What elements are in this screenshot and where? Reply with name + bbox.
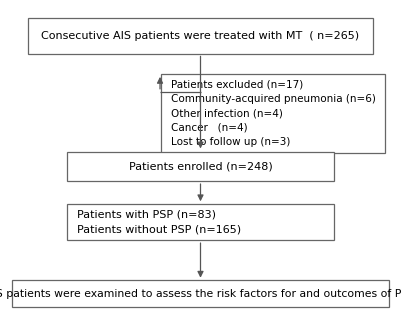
Text: Patients enrolled (n=248): Patients enrolled (n=248) <box>129 161 272 171</box>
Text: AIS patients were examined to assess the risk factors for and outcomes of PSP.: AIS patients were examined to assess the… <box>0 289 401 299</box>
Text: Patients with PSP (n=83)
Patients without PSP (n=165): Patients with PSP (n=83) Patients withou… <box>77 210 241 234</box>
FancyBboxPatch shape <box>67 152 334 181</box>
FancyBboxPatch shape <box>161 74 385 153</box>
FancyBboxPatch shape <box>67 204 334 240</box>
Text: Consecutive AIS patients were treated with MT  ( n=265): Consecutive AIS patients were treated wi… <box>41 31 360 41</box>
FancyBboxPatch shape <box>28 18 373 54</box>
FancyBboxPatch shape <box>12 281 389 307</box>
Text: Patients excluded (n=17)
Community-acquired pneumonia (n=6)
Other infection (n=4: Patients excluded (n=17) Community-acqui… <box>171 80 376 147</box>
